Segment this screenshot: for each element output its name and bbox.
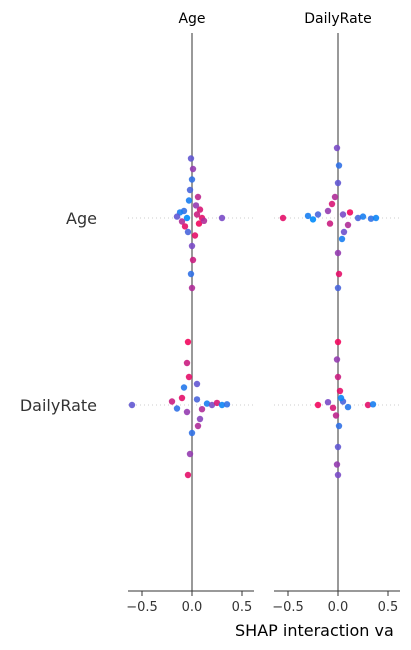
data-point [187, 451, 193, 457]
data-point [190, 257, 196, 263]
data-point [186, 197, 192, 203]
data-point [190, 166, 196, 172]
data-point [194, 381, 200, 387]
data-point [327, 220, 333, 226]
cell-dailyrate-dailyrate [315, 339, 376, 478]
data-point [329, 201, 335, 207]
data-point [310, 216, 316, 222]
data-point [347, 209, 353, 215]
data-point [189, 176, 195, 182]
data-point [185, 472, 191, 478]
data-point [199, 406, 205, 412]
data-point [334, 145, 340, 151]
cell-age-age [174, 155, 225, 291]
data-point [219, 215, 225, 221]
data-point [129, 402, 135, 408]
data-point [335, 180, 341, 186]
data-point [315, 211, 321, 217]
x-tick-label: −0.5 [272, 600, 304, 615]
data-point [169, 398, 175, 404]
row-label-dailyrate: DailyRate [20, 396, 97, 415]
panel-age: −0.5 0.0 0.5 Age [126, 11, 254, 615]
data-point [188, 271, 194, 277]
data-point [189, 430, 195, 436]
data-point [194, 396, 200, 402]
panel-title: Age [178, 11, 205, 27]
data-point [333, 412, 339, 418]
data-point [184, 409, 190, 415]
data-point [345, 404, 351, 410]
data-point [186, 374, 192, 380]
data-point [360, 213, 366, 219]
data-point [195, 194, 201, 200]
data-point [181, 384, 187, 390]
data-point [179, 395, 185, 401]
data-point [182, 223, 188, 229]
data-point [325, 208, 331, 214]
data-point [330, 405, 336, 411]
data-point [334, 356, 340, 362]
data-point [370, 401, 376, 407]
data-point [335, 472, 341, 478]
x-axis-title: SHAP interaction va [235, 621, 394, 640]
panel-title: DailyRate [304, 11, 372, 27]
data-point [188, 155, 194, 161]
panel-dailyrate: −0.5 0.0 0.5 DailyRate [272, 11, 400, 615]
data-point [189, 285, 195, 291]
x-tick-label: −0.5 [126, 600, 158, 615]
data-point [337, 388, 343, 394]
data-point [195, 423, 201, 429]
data-point [201, 218, 207, 224]
data-point [174, 213, 180, 219]
data-point [184, 215, 190, 221]
cell-dailyrate-age [129, 339, 230, 478]
data-point [340, 211, 346, 217]
data-point [189, 243, 195, 249]
data-point [315, 402, 321, 408]
data-point [339, 236, 345, 242]
data-point [338, 395, 344, 401]
x-tick-label: 0.0 [328, 600, 349, 615]
data-point [335, 444, 341, 450]
x-tick-label: 0.0 [182, 600, 203, 615]
data-point [192, 232, 198, 238]
data-point [336, 162, 342, 168]
data-point [280, 215, 286, 221]
data-point [187, 187, 193, 193]
data-point [341, 229, 347, 235]
data-point [185, 339, 191, 345]
data-point [335, 374, 341, 380]
x-tick-label: 0.5 [232, 600, 253, 615]
row-label-age: Age [66, 209, 97, 228]
data-point [335, 250, 341, 256]
data-point [184, 360, 190, 366]
data-point [332, 194, 338, 200]
data-point [336, 271, 342, 277]
data-point [325, 399, 331, 405]
data-point [335, 285, 341, 291]
data-point [197, 416, 203, 422]
data-point [373, 215, 379, 221]
data-point [224, 401, 230, 407]
data-point [334, 461, 340, 467]
data-point [185, 229, 191, 235]
data-point [193, 202, 199, 208]
x-tick-label: 0.5 [378, 600, 399, 615]
data-point [345, 222, 351, 228]
data-point [174, 405, 180, 411]
data-point [335, 339, 341, 345]
data-point [336, 423, 342, 429]
